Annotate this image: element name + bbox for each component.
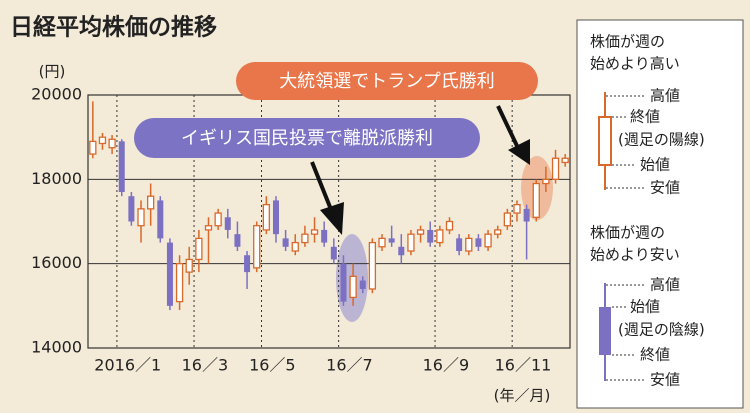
candle-body <box>137 208 145 227</box>
candle-body <box>349 275 357 299</box>
x-tick-label: 2016／1 <box>94 356 161 375</box>
candle-body <box>513 203 521 214</box>
candle-body <box>532 182 540 218</box>
candle-body <box>407 233 415 252</box>
annotation-bubble <box>134 118 480 158</box>
x-tick-label: 16／7 <box>326 356 373 375</box>
candle-body <box>398 246 405 256</box>
annotation: 大統領選でトランプ氏勝利 <box>279 71 494 92</box>
candle-body <box>108 138 116 149</box>
candle-body <box>427 229 434 243</box>
candle-body <box>291 241 299 252</box>
candle-body <box>301 233 309 244</box>
candle-body <box>253 225 261 269</box>
candle-body <box>416 229 425 235</box>
annotation-bubble <box>236 62 538 100</box>
candle-body <box>128 196 135 222</box>
x-tick-label: 16／11 <box>495 356 552 375</box>
legend-label: (週足の陽線) <box>618 131 705 149</box>
candle-body <box>224 217 231 230</box>
candle-body <box>234 234 241 247</box>
legend-label: 高値 <box>650 87 680 105</box>
candle-body <box>368 241 377 290</box>
candle-body <box>523 208 530 222</box>
legend-title: 始めより安い <box>590 246 680 264</box>
candle-body <box>359 280 366 289</box>
candle-body <box>147 195 155 210</box>
annotation: イギリス国民投票で離脱派勝利 <box>181 128 433 149</box>
candle-body <box>244 255 251 273</box>
legend-up-sample <box>598 92 645 190</box>
candle-body <box>330 246 337 260</box>
y-tick-label: 18000 <box>31 169 82 188</box>
legend-title: 始めより高い <box>590 55 680 73</box>
candle-body <box>214 212 222 227</box>
candle-body <box>465 237 473 252</box>
candle-body <box>262 203 270 231</box>
candle-body <box>166 242 173 306</box>
x-unit: (年／月) <box>494 387 551 405</box>
candle-body <box>185 258 193 273</box>
candle-body <box>378 237 386 248</box>
candle-body <box>340 263 347 302</box>
candle-body <box>436 229 444 244</box>
legend-title: 株価が週の <box>590 33 665 51</box>
y-tick-label: 20000 <box>31 85 82 104</box>
candle-body <box>561 157 569 164</box>
candle-body <box>89 140 97 155</box>
y-tick-label: 14000 <box>31 338 82 357</box>
legend-label: 始値 <box>630 298 660 316</box>
legend-label: 安値 <box>650 179 680 197</box>
candle-body <box>494 229 502 235</box>
y-tick-label: 16000 <box>31 253 82 272</box>
candle-body <box>272 200 279 235</box>
candle-body <box>475 238 482 247</box>
candle-body <box>503 212 511 227</box>
candle-body <box>175 263 184 303</box>
candle-body <box>484 233 492 248</box>
candle-body <box>157 200 164 239</box>
y-unit: (円) <box>39 63 66 81</box>
candle-body <box>118 141 125 192</box>
candle-body <box>310 229 319 235</box>
candle-body <box>98 136 107 145</box>
candle-body <box>388 238 395 243</box>
legend-down-sample <box>599 283 645 381</box>
candle-body <box>321 229 328 243</box>
candle-body <box>456 238 463 252</box>
candle-body <box>195 237 203 261</box>
legend-title: 株価が週の <box>590 224 665 242</box>
x-tick-label: 16／9 <box>423 356 470 375</box>
candle-body <box>542 178 550 185</box>
legend-label: 高値 <box>650 276 680 294</box>
x-tick-label: 16／3 <box>182 356 229 375</box>
candle-body <box>445 220 454 231</box>
legend-label: 終値 <box>630 108 660 126</box>
legend-label: (週足の陰線) <box>618 321 705 339</box>
legend-label: 始値 <box>640 156 670 174</box>
candle-body <box>204 225 213 231</box>
legend-label: 安値 <box>650 371 680 389</box>
candle-body <box>551 157 560 180</box>
x-tick-label: 16／5 <box>249 356 296 375</box>
arrows <box>310 105 530 235</box>
chart-title: 日経平均株価の推移 <box>10 14 217 41</box>
candle-body <box>282 238 289 247</box>
legend-label: 終値 <box>640 346 670 364</box>
